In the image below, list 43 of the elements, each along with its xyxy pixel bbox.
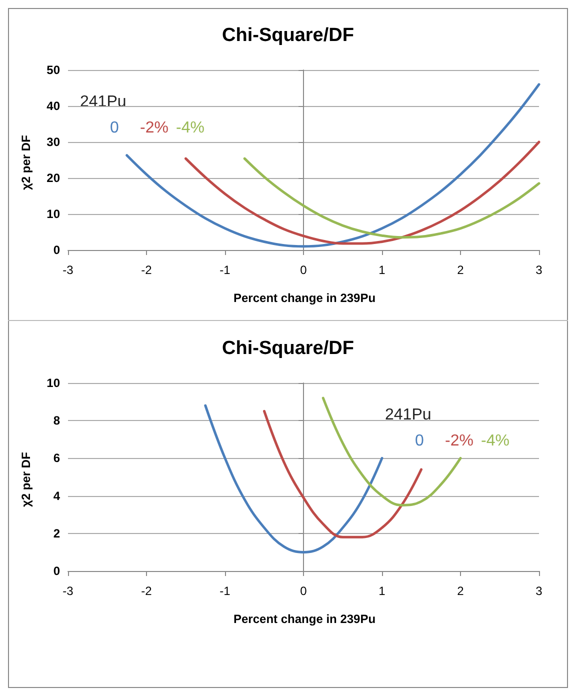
x-tick-label: 1	[378, 263, 386, 277]
y-tick-label: 40	[46, 99, 60, 113]
x-tick-label: -3	[62, 584, 74, 598]
chart-title: Chi-Square/DF	[222, 338, 354, 359]
y-tick-label: 20	[46, 171, 60, 185]
x-tick-label: 3	[536, 584, 543, 598]
x-tick-label: 1	[378, 584, 386, 598]
x-tick-label: -2	[141, 263, 152, 277]
legend-title: 241Pu	[385, 406, 432, 424]
text: 0	[415, 432, 424, 450]
y-tick-label: 50	[46, 63, 60, 77]
y-axis-title: χ2 per DF	[19, 135, 33, 190]
x-tick-label: 0	[300, 263, 308, 277]
series-label: 0	[110, 120, 119, 136]
chart-title: Chi-Square/DF	[222, 25, 354, 46]
y-tick-label: 30	[46, 135, 60, 149]
line-series	[126, 83, 540, 248]
y-tick-label: 10	[46, 207, 60, 221]
line-series	[243, 157, 540, 239]
x-tick-label: -1	[220, 263, 231, 277]
x-tick-label: 2	[457, 263, 464, 277]
x-tick-label: 0	[300, 584, 308, 598]
x-tick-label: 3	[536, 263, 543, 277]
y-tick-label: 0	[53, 243, 60, 257]
text: -4%	[176, 120, 204, 136]
y-tick-label: 4	[53, 488, 60, 503]
series-label: -2%	[445, 432, 474, 450]
line-series	[184, 140, 540, 245]
x-tick-label: 2	[457, 584, 464, 598]
x-tick-label: -1	[220, 584, 231, 598]
line-series	[204, 404, 384, 554]
x-tick-label: -2	[141, 584, 152, 598]
y-tick-label: 6	[53, 451, 60, 466]
y-tick-label: 8	[53, 414, 60, 428]
series-label: -2%	[140, 120, 168, 136]
x-axis-title: Percent change in 239Pu	[234, 612, 376, 626]
y-axis-title: χ2 per DF	[19, 452, 33, 507]
x-tick-label: -3	[62, 263, 74, 277]
y-tick-label: 2	[53, 526, 60, 540]
x-axis-title: Percent change in 239Pu	[234, 291, 376, 305]
series-label: -4%	[481, 432, 510, 450]
y-tick-label: 10	[46, 376, 60, 390]
y-tick-label: 0	[53, 564, 60, 578]
